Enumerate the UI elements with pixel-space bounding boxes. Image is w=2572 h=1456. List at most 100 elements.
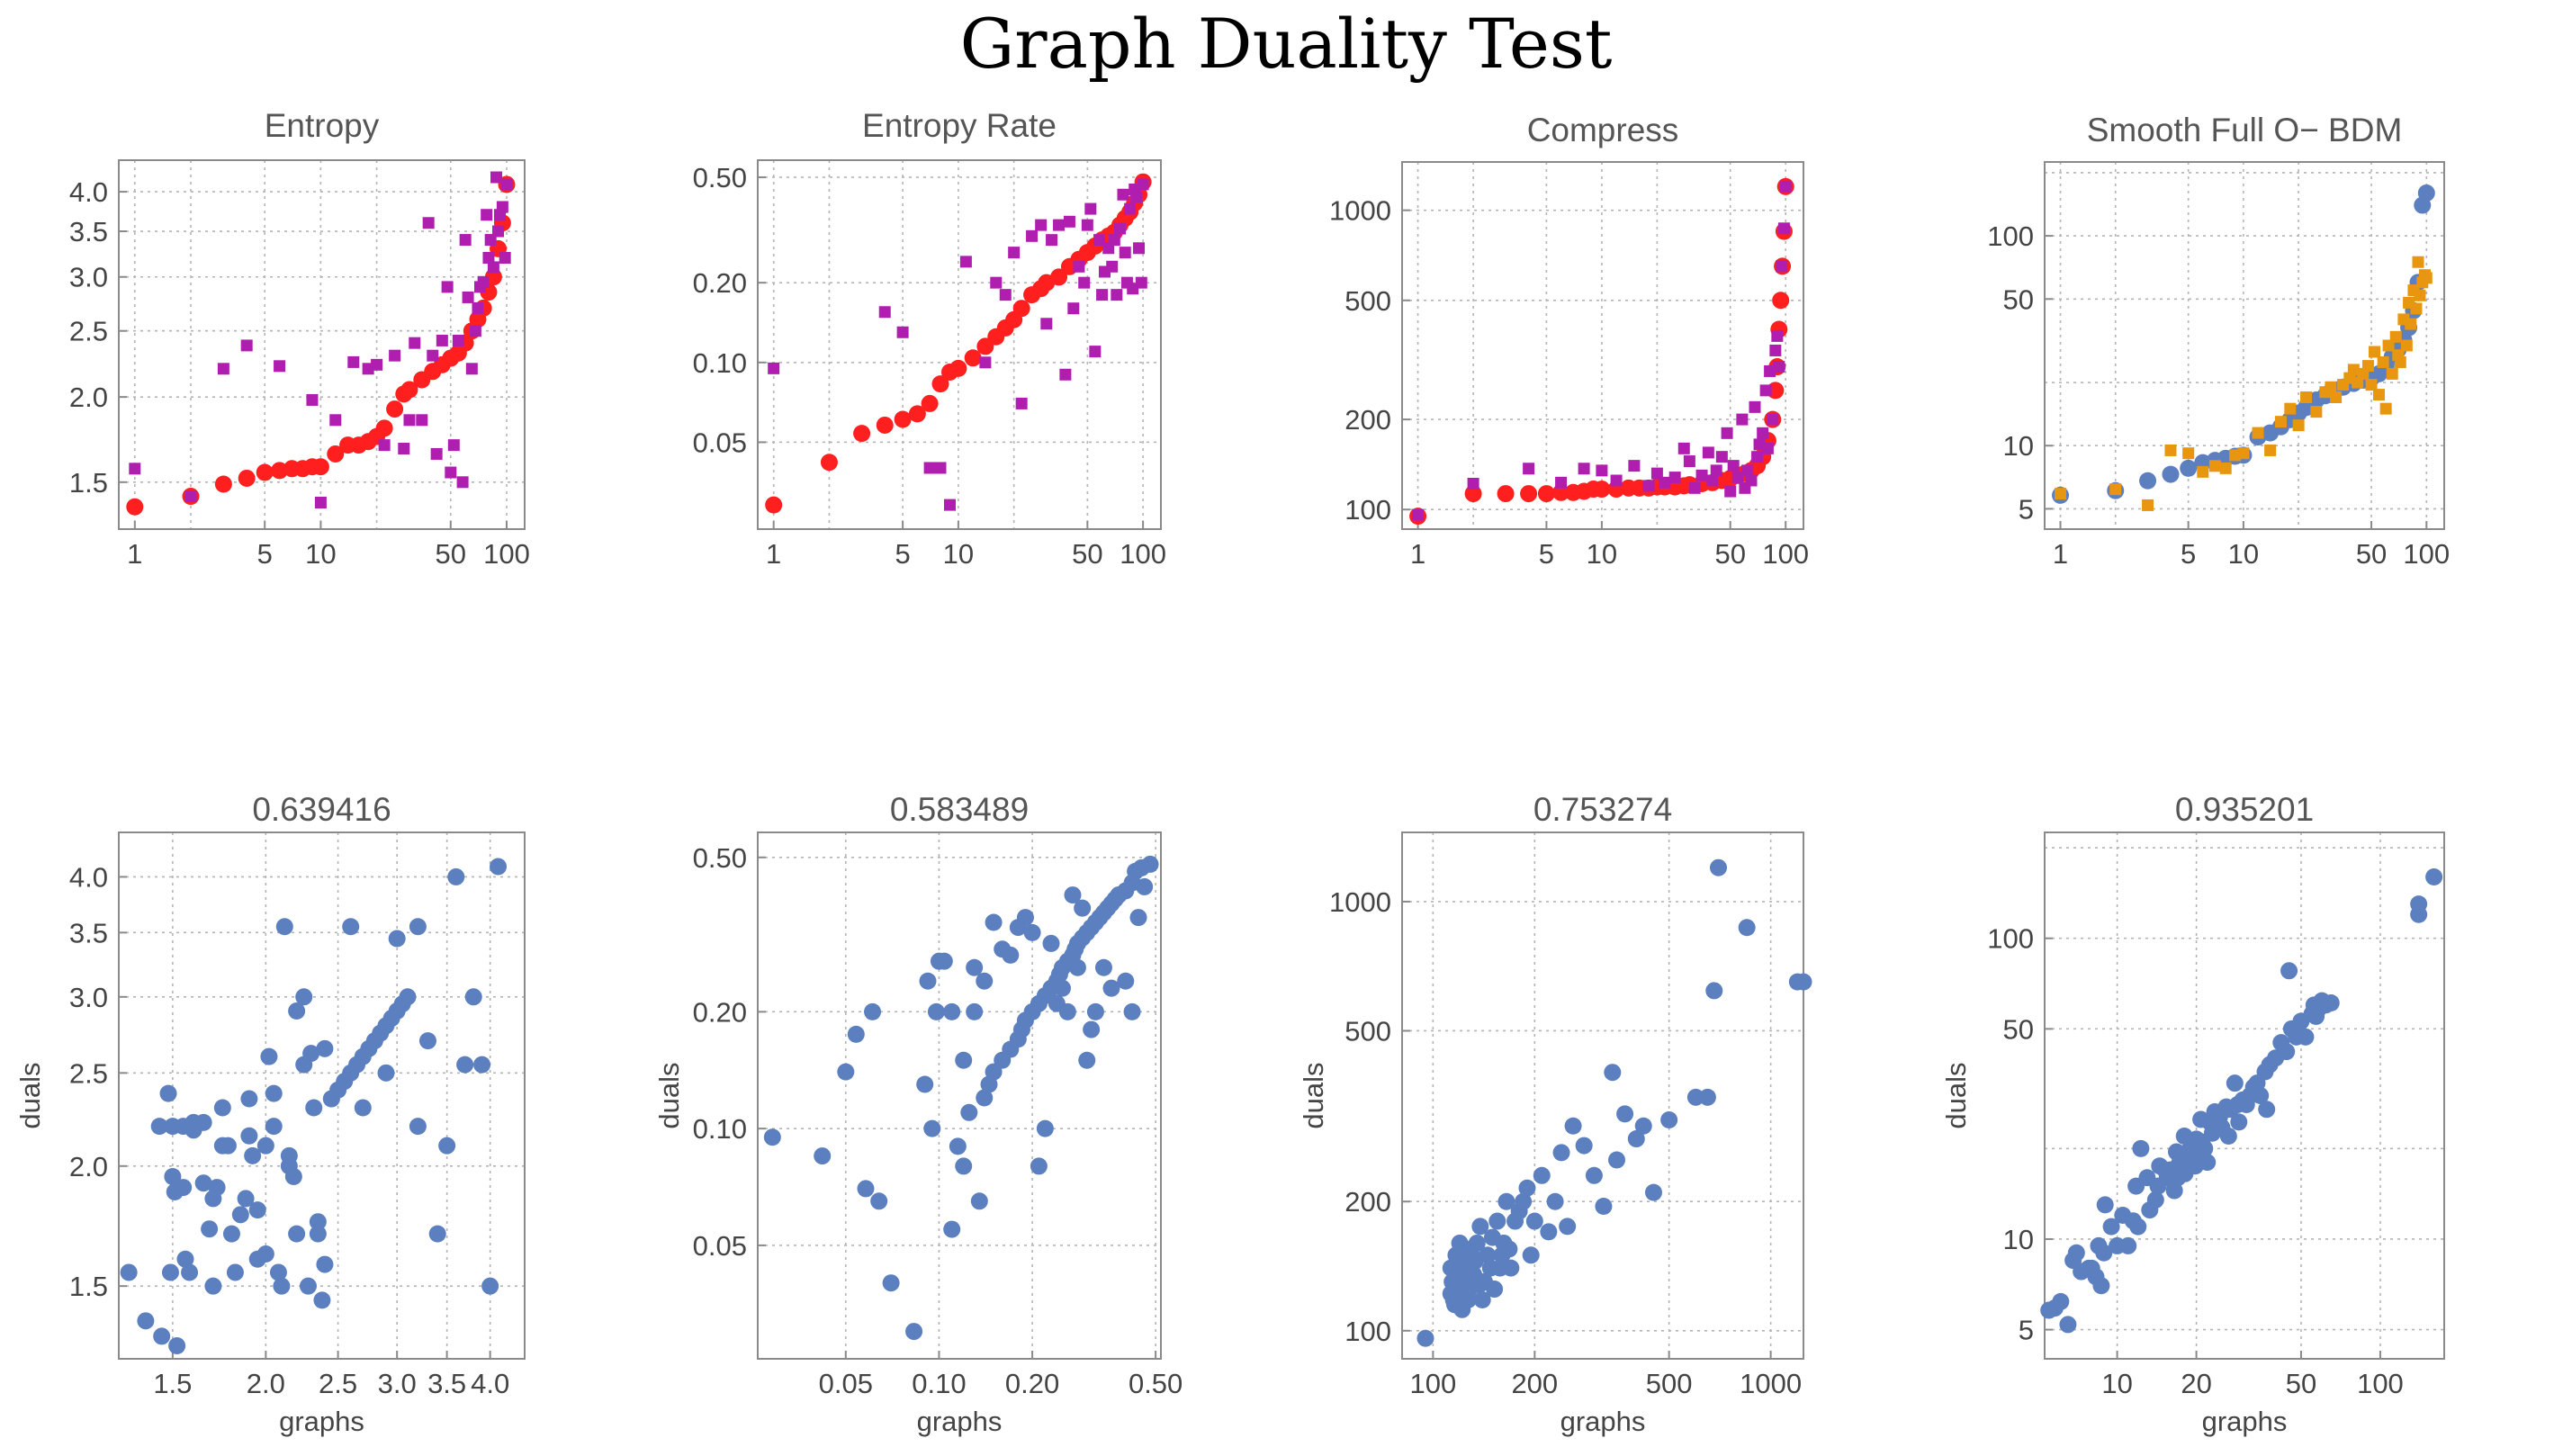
plot-frame <box>2044 831 2445 1360</box>
data-point <box>499 252 511 265</box>
data-point <box>1634 1117 1652 1135</box>
data-point <box>1081 219 1093 231</box>
data-point <box>1715 451 1728 463</box>
data-point <box>1710 464 1722 477</box>
data-point <box>316 1255 334 1273</box>
data-point <box>908 405 926 423</box>
data-point <box>1761 442 1774 454</box>
x-tick-label: 2.5 <box>319 1368 357 1399</box>
data-point <box>472 301 484 314</box>
data-point <box>814 1147 832 1165</box>
data-point <box>302 1045 320 1063</box>
data-point <box>2377 355 2389 368</box>
data-point <box>120 1263 138 1281</box>
data-point <box>1698 1088 1716 1106</box>
data-point <box>447 867 465 885</box>
data-point <box>1779 180 1792 193</box>
x-tick-label: 1 <box>2053 538 2068 570</box>
data-point <box>1759 384 1772 397</box>
series-duals <box>1412 180 1792 521</box>
data-point <box>1078 1051 1096 1069</box>
data-point <box>2146 1191 2164 1209</box>
data-point <box>238 469 256 487</box>
x-tick-label: 100 <box>1762 538 1809 570</box>
data-point <box>459 234 472 247</box>
data-point <box>2252 427 2264 439</box>
y-tick-label: 10 <box>2003 1224 2034 1255</box>
data-point <box>1497 485 1515 503</box>
data-point <box>2182 447 2195 460</box>
data-point <box>1136 877 1154 895</box>
data-point <box>481 1277 499 1295</box>
data-point <box>1773 361 1785 373</box>
data-point <box>894 410 912 428</box>
data-point <box>438 1137 456 1155</box>
data-point <box>1771 329 1784 342</box>
data-point <box>1119 247 1131 259</box>
data-point <box>1628 460 1641 472</box>
x-tick-label: 50 <box>1714 538 1745 570</box>
data-point <box>1595 1197 1613 1215</box>
data-point <box>416 414 428 427</box>
data-point <box>2405 318 2417 330</box>
data-point <box>765 496 783 514</box>
data-point <box>1093 234 1106 247</box>
y-tick-label: 100 <box>1987 923 2034 955</box>
data-point <box>1479 1246 1497 1264</box>
data-point <box>2417 184 2435 202</box>
data-point <box>1036 1119 1054 1137</box>
data-point <box>222 1225 240 1243</box>
data-point <box>2052 1292 2070 1310</box>
data-point <box>1466 1253 1484 1271</box>
data-point <box>306 393 319 406</box>
data-point <box>878 306 891 319</box>
data-point <box>445 466 457 479</box>
data-point <box>2102 1218 2120 1236</box>
chart-entropy-rate-scatter: 0.583489 0.05 0.10 0.20 0.50 0.05 0.10 0.20 0.50… <box>653 791 1183 1437</box>
data-point <box>399 988 417 1006</box>
plot-frame <box>757 831 1162 1360</box>
chart-title: 0.935201 <box>2175 791 2314 828</box>
data-point <box>1094 958 1112 976</box>
x-tick-label: 4.0 <box>471 1368 509 1399</box>
data-point <box>487 261 499 274</box>
data-point <box>1738 919 1756 937</box>
y-tick-label: 2.0 <box>69 1151 108 1182</box>
data-point <box>1627 1130 1645 1148</box>
data-point <box>934 462 947 474</box>
data-point <box>2394 355 2406 368</box>
y-tick-label: 0.10 <box>693 347 747 379</box>
data-point <box>1668 472 1681 484</box>
data-point <box>2274 416 2287 428</box>
chart-title: Smooth Full O− BDM <box>2087 112 2403 148</box>
data-point <box>1794 973 1812 991</box>
data-point <box>2151 1157 2169 1175</box>
data-point <box>273 1277 291 1295</box>
data-point <box>214 475 232 493</box>
data-point <box>1063 215 1075 228</box>
data-point <box>2169 1169 2187 1187</box>
data-point <box>275 918 293 936</box>
x-tick-label: 10 <box>943 538 974 570</box>
y-tick-label: 4.0 <box>69 861 108 893</box>
data-point <box>1500 1240 1518 1258</box>
data-point <box>237 1190 255 1208</box>
data-point <box>931 375 949 393</box>
data-point <box>923 1119 941 1137</box>
data-point <box>2164 444 2177 456</box>
data-point <box>1616 1105 1634 1123</box>
y-tick-label: 3.5 <box>69 216 108 247</box>
chart-compress-ranked: Compress 1 5 10 50 100 100 200 500 1000 <box>1329 112 1809 570</box>
data-point <box>409 1118 427 1136</box>
data-point <box>377 1064 395 1082</box>
data-point <box>452 334 464 346</box>
x-tick-label: 0.10 <box>912 1368 966 1399</box>
data-point <box>2208 460 2221 472</box>
data-point <box>1016 909 1034 927</box>
y-tick-label: 0.05 <box>693 1230 747 1262</box>
data-point <box>164 1168 182 1186</box>
data-point <box>2410 895 2428 913</box>
y-tick-label: 0.05 <box>693 427 747 458</box>
data-point <box>288 1002 306 1020</box>
data-point <box>428 1225 446 1243</box>
